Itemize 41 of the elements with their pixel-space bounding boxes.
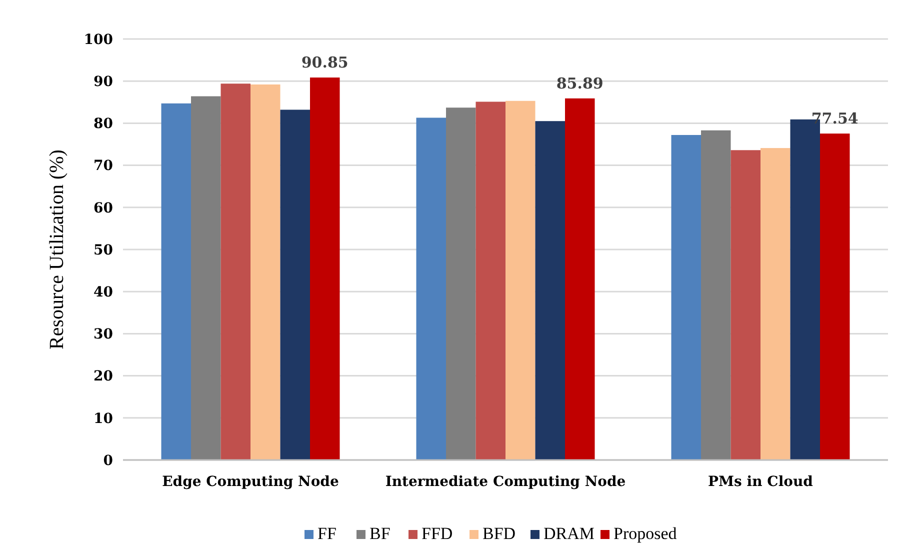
y-tick-label: 60 [94, 200, 114, 216]
data-label: 90.85 [301, 54, 348, 72]
bar [730, 150, 760, 460]
y-tick-label: 10 [94, 410, 114, 427]
legend-label: BF [370, 524, 390, 543]
y-tick-label: 100 [84, 32, 114, 48]
bar [820, 134, 850, 460]
x-tick-label: Intermediate Computing Node [385, 474, 626, 490]
legend-label: Proposed [614, 524, 678, 543]
bar [760, 148, 790, 460]
y-tick-label: 50 [94, 242, 114, 258]
bar [671, 134, 701, 460]
bar [446, 108, 476, 460]
y-tick-label: 20 [94, 368, 114, 385]
bar [535, 121, 565, 460]
y-tick-label: 80 [94, 116, 114, 132]
y-tick-label: 30 [94, 326, 114, 343]
bar [161, 103, 191, 460]
legend-label: FFD [422, 524, 453, 543]
bar [310, 78, 340, 460]
bar [476, 102, 506, 460]
bar [191, 96, 221, 460]
legend-label: DRAM [544, 524, 595, 543]
y-axis-title: Resource Utilization (%) [46, 150, 68, 350]
bar [506, 100, 536, 460]
bar [416, 118, 446, 460]
legend-label: FF [318, 524, 336, 543]
bar [220, 84, 250, 460]
bar [250, 84, 280, 460]
y-tick-label: 40 [94, 284, 114, 300]
legend-label: BFD [482, 524, 516, 543]
y-tick-label: 90 [94, 74, 114, 90]
y-tick-label: 0 [103, 452, 114, 469]
bar [565, 98, 595, 460]
data-label: 85.89 [556, 74, 604, 92]
x-tick-label: Edge Computing Node [162, 474, 339, 490]
x-tick-label: PMs in Cloud [708, 474, 814, 490]
bar [701, 130, 731, 460]
data-label: 77.54 [811, 110, 858, 128]
bar [280, 110, 310, 460]
y-tick-label: 70 [94, 158, 114, 174]
